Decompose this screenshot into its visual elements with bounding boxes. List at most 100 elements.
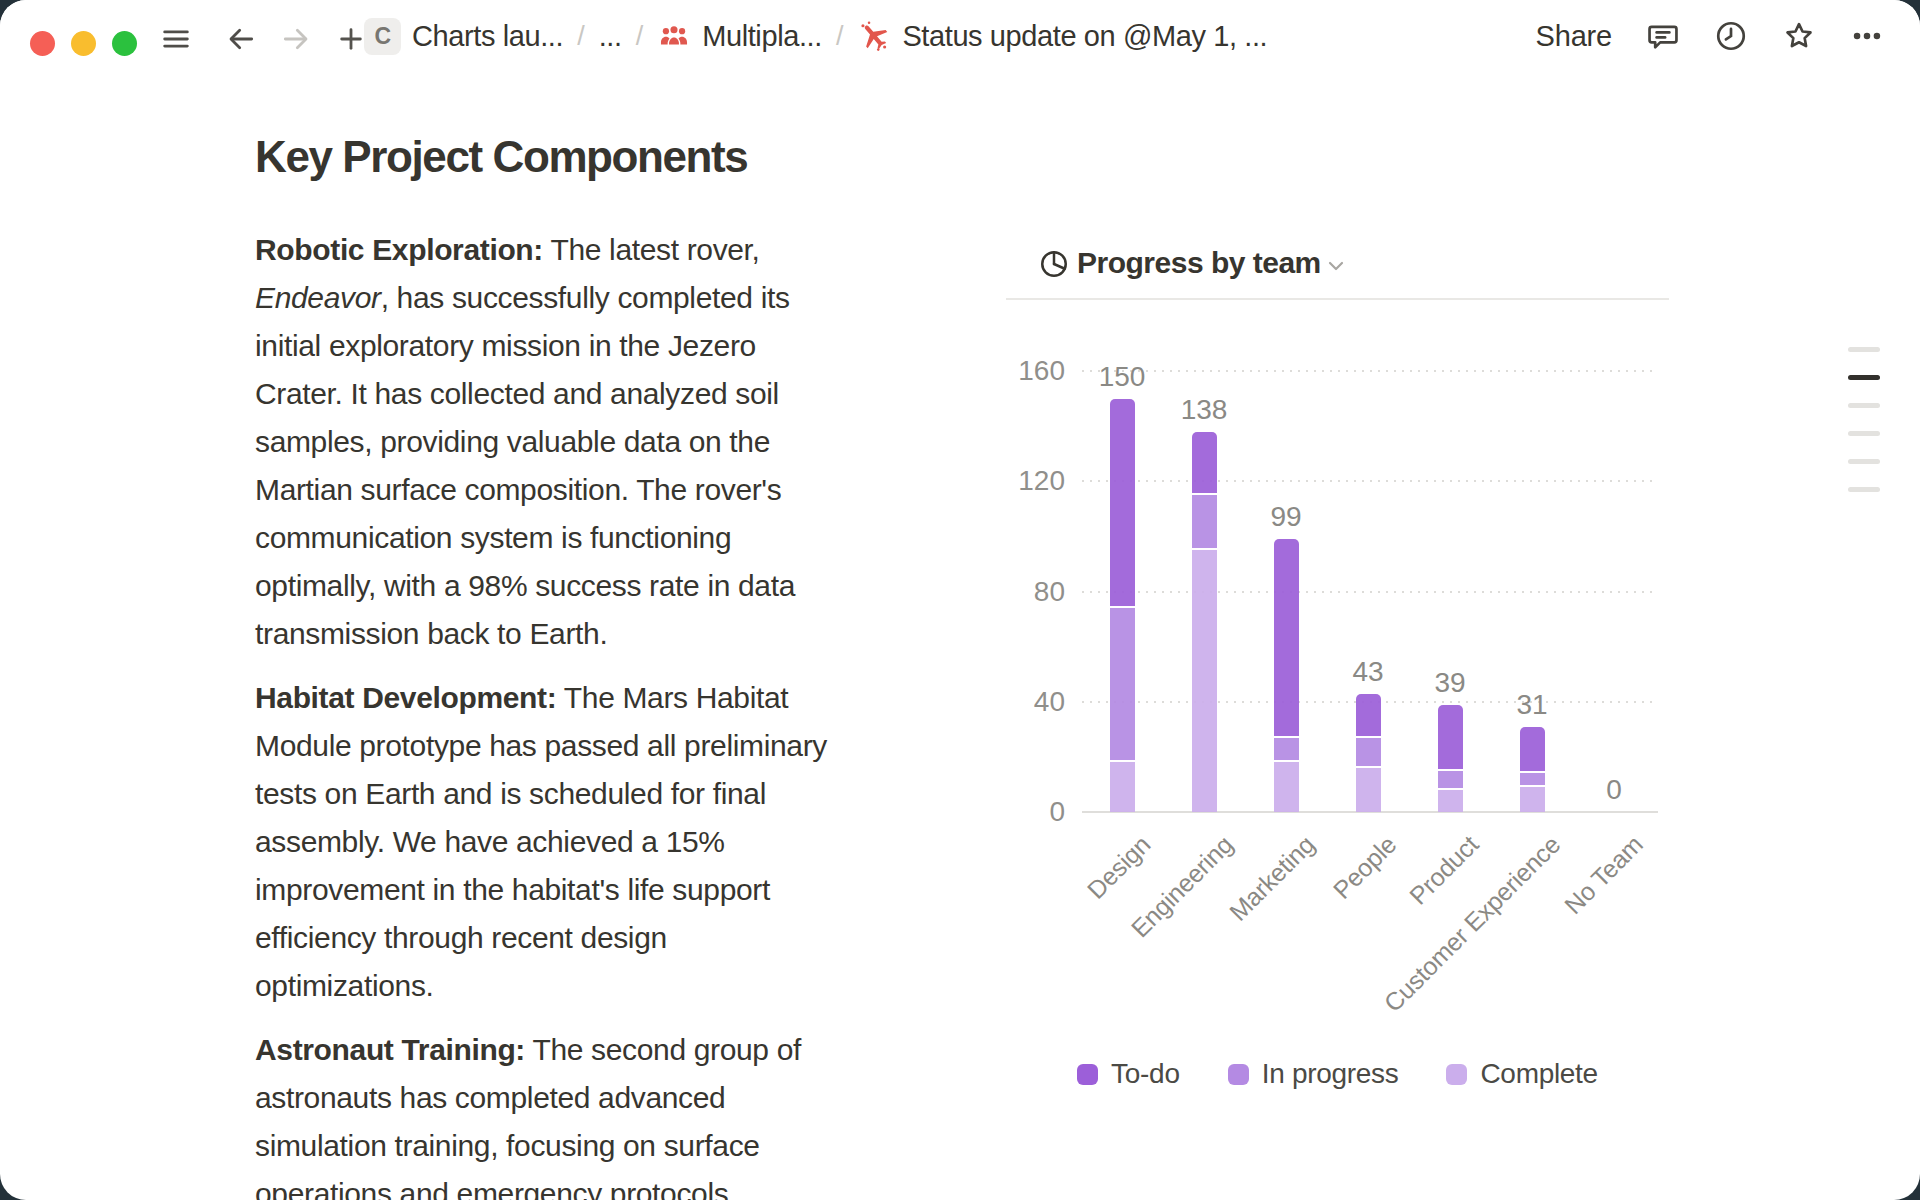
breadcrumb-item-multiplayer[interactable]: Multipla... — [657, 19, 822, 53]
bar-segment-complete — [1356, 768, 1381, 812]
bar-segment-in-progress — [1520, 773, 1545, 787]
text-line: astronauts has completed advanced — [255, 1074, 955, 1122]
text-line: Endeavor, has successfully completed its — [255, 274, 955, 322]
bar-design[interactable] — [1110, 399, 1135, 812]
y-axis-label: 40 — [1006, 688, 1065, 716]
bar-customer-experience[interactable] — [1520, 727, 1545, 812]
text-line: Crater. It has collected and analyzed so… — [255, 370, 955, 418]
plane-icon — [857, 19, 891, 53]
gridline — [1082, 370, 1658, 372]
legend-item-in-progress[interactable]: In progress — [1228, 1058, 1399, 1090]
history-clock-icon[interactable] — [1714, 19, 1748, 53]
legend-swatch — [1446, 1064, 1467, 1085]
y-axis-label: 80 — [1006, 578, 1065, 606]
gridline — [1082, 591, 1658, 593]
legend-swatch — [1077, 1064, 1098, 1085]
text-line: Habitat Development: The Mars Habitat — [255, 674, 955, 722]
page-title: Key Project Components — [255, 128, 955, 186]
bar-segment-complete — [1520, 787, 1545, 812]
bar-value-label: 43 — [1323, 657, 1413, 687]
x-axis-category-label: No Team — [1559, 830, 1649, 920]
chart-legend: To-do In progress Complete — [1006, 1058, 1669, 1090]
bar-engineering[interactable] — [1192, 432, 1217, 812]
breadcrumb-item-workspace[interactable]: C Charts lau... — [364, 18, 563, 55]
bar-segment-in-progress — [1110, 608, 1135, 762]
toc-line[interactable] — [1848, 347, 1880, 352]
toc-line[interactable] — [1848, 487, 1880, 492]
bar-segment-complete — [1274, 762, 1299, 812]
text-line: optimally, with a 98% success rate in da… — [255, 562, 955, 610]
breadcrumb-item-ellipsis[interactable]: ... — [599, 20, 622, 53]
text-line: Robotic Exploration: The latest rover, — [255, 226, 955, 274]
bar-value-label: 31 — [1487, 690, 1577, 720]
new-tab-icon[interactable] — [334, 22, 368, 56]
favorite-star-icon[interactable] — [1782, 19, 1816, 53]
y-axis-label: 120 — [1006, 467, 1065, 495]
legend-swatch — [1228, 1064, 1249, 1085]
forward-arrow-icon[interactable] — [279, 22, 313, 56]
legend-label: Complete — [1480, 1058, 1597, 1090]
legend-item-complete[interactable]: Complete — [1446, 1058, 1597, 1090]
chart-plot-area: 04080120160150Design138Engineering99Mark… — [1006, 240, 1669, 860]
bar-segment-complete — [1438, 790, 1463, 812]
sidebar-menu-icon[interactable] — [159, 22, 193, 56]
breadcrumb-separator: / — [836, 21, 844, 52]
share-button[interactable]: Share — [1536, 20, 1612, 53]
text-line: operations and emergency protocols. — [255, 1170, 955, 1200]
window-toolbar: C Charts lau... / ... / Multipla... / St… — [0, 0, 1920, 72]
back-arrow-icon[interactable] — [224, 22, 258, 56]
bar-segment-in-progress — [1192, 495, 1217, 550]
bar-segment-complete — [1192, 550, 1217, 812]
text-line: communication system is functioning — [255, 514, 955, 562]
text-line: samples, providing valuable data on the — [255, 418, 955, 466]
toc-line[interactable] — [1848, 459, 1880, 464]
close-window-button[interactable] — [30, 31, 55, 56]
text-line: tests on Earth and is scheduled for fina… — [255, 770, 955, 818]
more-options-icon[interactable] — [1850, 19, 1884, 53]
bar-people[interactable] — [1356, 694, 1381, 812]
bar-segment-to-do — [1438, 705, 1463, 771]
paragraph: Astronaut Training: The second group ofa… — [255, 1026, 955, 1200]
text-line: Module prototype has passed all prelimin… — [255, 722, 955, 770]
x-axis-category-label: Marketing — [1224, 830, 1321, 927]
toc-indicator[interactable] — [1848, 347, 1880, 515]
x-axis-category-label: People — [1328, 830, 1403, 905]
chart-block: Progress by team 04080120160150Design138… — [1006, 240, 1669, 1140]
document-body: Key Project Components Robotic Explorati… — [255, 128, 955, 1200]
bar-segment-to-do — [1274, 539, 1299, 737]
comments-icon[interactable] — [1646, 19, 1680, 53]
bar-value-label: 0 — [1569, 775, 1659, 805]
breadcrumb: C Charts lau... / ... / Multipla... / St… — [364, 0, 1267, 72]
x-axis-category-label: Product — [1404, 830, 1484, 910]
text-line: assembly. We have achieved a 15% — [255, 818, 955, 866]
gridline — [1082, 480, 1658, 482]
toc-line[interactable] — [1848, 375, 1880, 380]
bar-product[interactable] — [1438, 705, 1463, 812]
breadcrumb-separator: / — [636, 21, 644, 52]
legend-label: In progress — [1262, 1058, 1399, 1090]
toc-line[interactable] — [1848, 431, 1880, 436]
bar-value-label: 150 — [1077, 362, 1167, 392]
bar-segment-complete — [1110, 762, 1135, 812]
bar-segment-to-do — [1520, 727, 1545, 774]
bar-marketing[interactable] — [1274, 539, 1299, 812]
paragraph: Habitat Development: The Mars HabitatMod… — [255, 674, 955, 1010]
workspace-badge: C — [364, 18, 401, 55]
toolbar-actions: Share — [1536, 0, 1884, 72]
bar-segment-in-progress — [1356, 738, 1381, 768]
bar-segment-in-progress — [1438, 771, 1463, 790]
text-line: improvement in the habitat's life suppor… — [255, 866, 955, 914]
minimize-window-button[interactable] — [71, 31, 96, 56]
bar-segment-to-do — [1356, 694, 1381, 738]
breadcrumb-item-current-page[interactable]: Status update on @May 1, ... — [857, 19, 1267, 53]
people-icon — [657, 19, 691, 53]
zoom-window-button[interactable] — [112, 31, 137, 56]
toc-line[interactable] — [1848, 403, 1880, 408]
paragraph: Robotic Exploration: The latest rover,En… — [255, 226, 955, 658]
bar-segment-in-progress — [1274, 738, 1299, 763]
text-line: Martian surface composition. The rover's — [255, 466, 955, 514]
app-window: C Charts lau... / ... / Multipla... / St… — [0, 0, 1920, 1200]
text-line: initial exploratory mission in the Jezer… — [255, 322, 955, 370]
legend-label: To-do — [1111, 1058, 1180, 1090]
legend-item-to-do[interactable]: To-do — [1077, 1058, 1180, 1090]
